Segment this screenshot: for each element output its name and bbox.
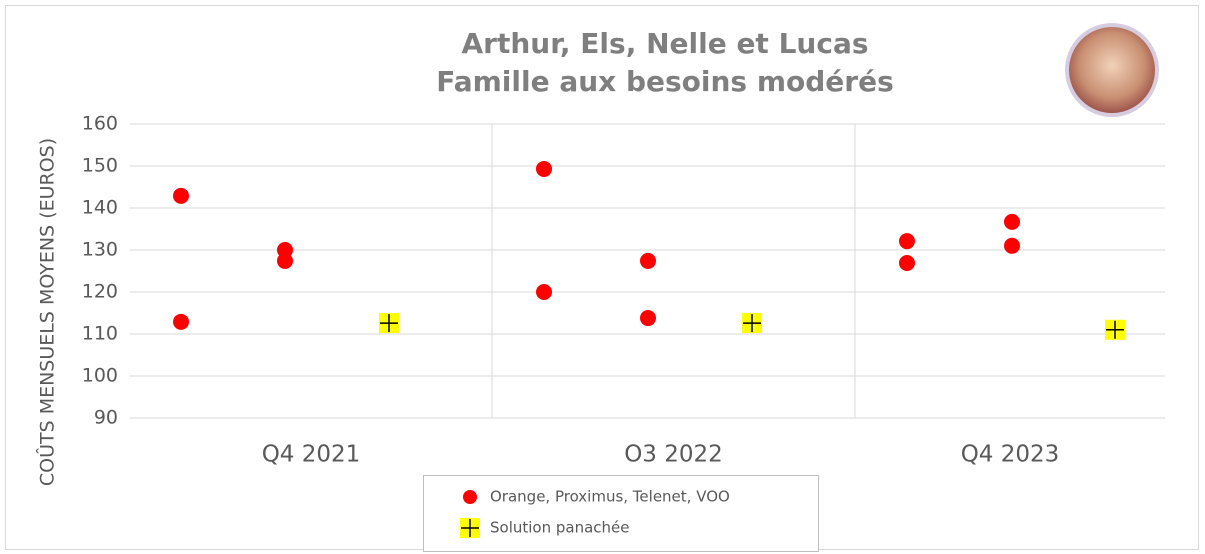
- data-point: [536, 160, 552, 177]
- legend-label: Orange, Proximus, Telenet, VOO: [490, 488, 730, 506]
- legend-marker: [460, 518, 480, 538]
- data-point: [899, 255, 915, 272]
- legend-marker: [463, 490, 477, 504]
- avatar: [1065, 23, 1159, 117]
- x-tick-label: O3 2022: [624, 442, 723, 468]
- data-point: [173, 187, 189, 204]
- data-point-plus: [1106, 320, 1124, 339]
- data-point: [173, 313, 189, 330]
- data-point: [899, 233, 915, 250]
- x-tick-label: Q4 2021: [262, 442, 361, 468]
- legend: [423, 475, 819, 552]
- data-point-plus: [380, 314, 398, 333]
- y-axis-label: COÛTS MENSUELS MOYENS (EUROS): [35, 138, 59, 486]
- y-tick-label: 110: [82, 323, 118, 345]
- x-tick-label: Q4 2023: [961, 442, 1060, 468]
- y-tick-label: 160: [82, 113, 118, 135]
- legend-label: Solution panachée: [490, 519, 630, 537]
- y-tick-label: 140: [82, 197, 118, 219]
- chart-frame: [5, 5, 1199, 550]
- data-point: [1004, 213, 1020, 230]
- data-point: [1004, 237, 1020, 254]
- y-tick-label: 150: [82, 155, 118, 177]
- data-point: [640, 252, 656, 269]
- y-tick-label: 90: [94, 407, 118, 429]
- y-tick-label: 100: [82, 365, 118, 387]
- data-point: [379, 313, 399, 334]
- data-point: [536, 284, 552, 300]
- legend-marker-plus: [461, 519, 479, 537]
- data-point: [640, 310, 656, 327]
- data-point: [277, 252, 293, 269]
- data-point-plus: [743, 314, 761, 333]
- chart-title: Arthur, Els, Nelle et Lucas: [462, 27, 869, 60]
- y-tick-label: 130: [82, 239, 118, 261]
- y-tick-label: 120: [82, 281, 118, 303]
- data-point: [1105, 319, 1125, 340]
- data-point: [742, 313, 762, 334]
- chart-title: Famille aux besoins modérés: [436, 65, 894, 98]
